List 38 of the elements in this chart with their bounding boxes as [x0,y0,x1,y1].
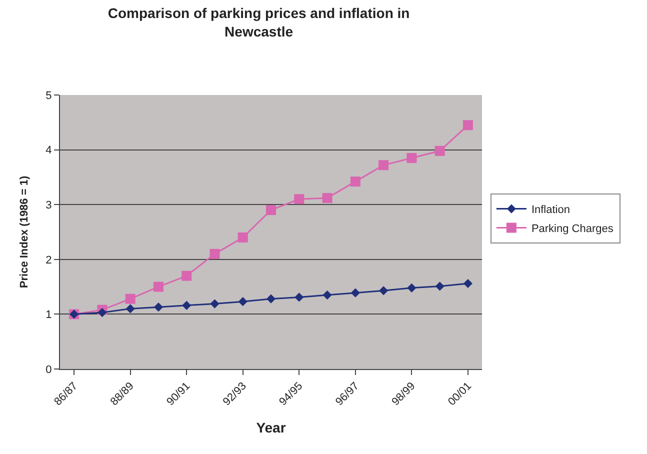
point [238,297,248,306]
point [462,120,473,130]
point [378,160,389,170]
point [266,294,276,304]
x-axis-title: Year [256,419,286,436]
point [350,176,360,187]
point [182,300,192,310]
y-tick-label: 2 [46,254,52,266]
point [350,288,360,298]
y-tick-label: 0 [46,364,52,376]
y-axis-title: Price Index (1986 = 1) [18,176,30,288]
point [378,286,388,296]
point [434,146,445,156]
point [294,292,304,302]
point [98,308,107,318]
legend-label: Parking Charges [531,223,614,236]
point [126,304,135,314]
point [153,282,164,292]
point [322,193,332,204]
point [463,278,472,288]
point [125,294,136,304]
point [406,153,417,164]
y-tick-label: 1 [46,309,52,322]
y-tick-label: 5 [46,90,52,102]
point [210,299,220,308]
point [322,290,332,300]
point [294,194,304,204]
point [238,232,248,242]
point [266,205,276,216]
legend-label: Inflation [531,204,570,216]
point [407,283,416,292]
y-tick-label: 3 [46,199,52,212]
point [435,282,444,291]
point [154,302,164,312]
point [210,248,220,259]
y-tick-label: 4 [46,144,52,157]
chart-title: Comparison of parking prices and inflation in Newcastle [108,5,410,40]
point [182,270,192,281]
